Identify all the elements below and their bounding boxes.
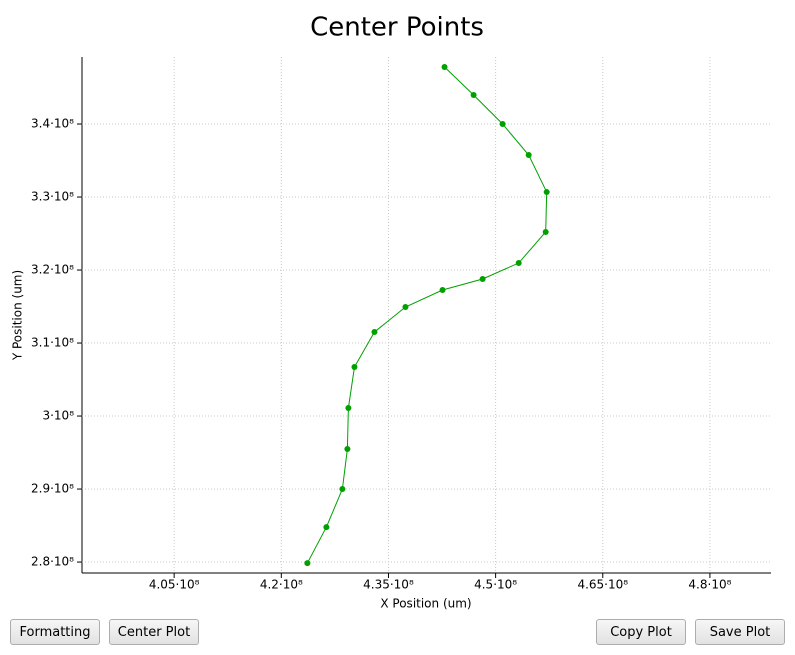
button[interactable]: Center Plot	[109, 619, 199, 645]
x-axis-label: X Position (um)	[380, 597, 471, 611]
y-tick-label: 2.8·10⁸	[31, 555, 74, 569]
data-point	[323, 524, 330, 531]
data-point	[499, 121, 506, 128]
y-tick-label: 3·10⁸	[42, 409, 74, 423]
button[interactable]: Save Plot	[695, 619, 785, 645]
data-point	[304, 560, 311, 567]
y-tick-label: 3.1·10⁸	[31, 336, 74, 350]
y-tick-label: 3.4·10⁸	[31, 117, 74, 131]
x-tick-label: 4.65·10⁸	[577, 578, 628, 592]
data-point	[542, 228, 549, 235]
chart-title: Center Points	[310, 13, 484, 43]
data-point	[351, 364, 358, 371]
data-point	[339, 486, 346, 493]
data-point	[344, 446, 351, 453]
x-tick-label: 4.35·10⁸	[363, 578, 414, 592]
y-axis-label: Y Position (um)	[11, 270, 25, 361]
data-point	[345, 405, 352, 412]
data-point	[525, 152, 532, 159]
data-point	[402, 304, 409, 311]
data-point	[441, 64, 448, 71]
x-tick-label: 4.05·10⁸	[149, 578, 200, 592]
data-point	[543, 189, 550, 196]
x-tick-label: 4.8·10⁸	[688, 578, 731, 592]
data-point	[515, 260, 522, 267]
chart: Center Points X Position (um) Y Position…	[11, 13, 771, 611]
y-tick-label: 3.3·10⁸	[31, 190, 74, 204]
y-tick-label: 2.9·10⁸	[31, 482, 74, 496]
button[interactable]: Copy Plot	[596, 619, 686, 645]
data-point	[371, 329, 378, 336]
y-tick-label: 3.2·10⁸	[31, 263, 74, 277]
button[interactable]: Formatting	[10, 619, 100, 645]
x-tick-label: 4.5·10⁸	[474, 578, 517, 592]
data-point	[479, 276, 486, 283]
data-point	[470, 92, 477, 99]
data-point	[439, 287, 446, 294]
x-tick-label: 4.2·10⁸	[260, 578, 303, 592]
